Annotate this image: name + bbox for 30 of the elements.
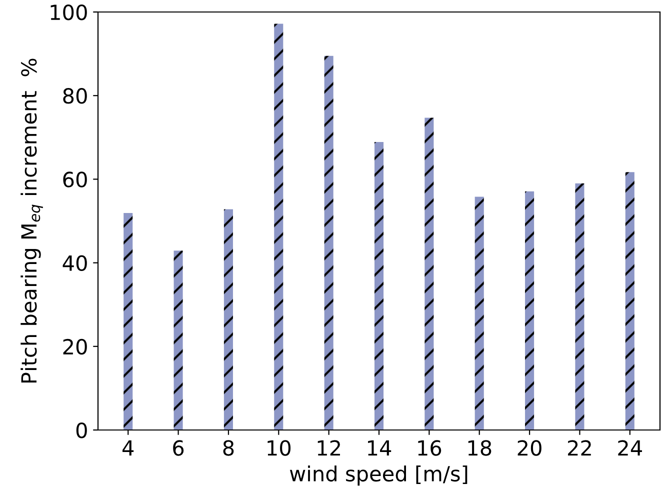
x-tick-label: 6 bbox=[173, 440, 184, 456]
bar bbox=[525, 191, 534, 430]
bar bbox=[324, 56, 334, 430]
y-tick-label: 80 bbox=[63, 88, 87, 104]
bar bbox=[575, 183, 584, 430]
x-tick-label: 8 bbox=[223, 440, 234, 456]
y-tick-label: 40 bbox=[62, 255, 87, 272]
x-axis-title: wind speed [m/s] bbox=[290, 465, 468, 486]
bar bbox=[124, 213, 133, 430]
x-tick-label: 16 bbox=[418, 440, 442, 456]
y-axis-title: Pitch bearing M$_{eq}$ increment % bbox=[20, 58, 43, 382]
x-tick-label: 4 bbox=[122, 440, 134, 456]
x-tick-label: 18 bbox=[468, 440, 492, 456]
x-tick-label: 10 bbox=[268, 440, 291, 456]
bar bbox=[224, 209, 233, 430]
bar bbox=[174, 250, 183, 430]
bar bbox=[374, 142, 384, 430]
y-tick-label: 20 bbox=[63, 338, 87, 355]
y-tick-label: 100 bbox=[50, 4, 87, 20]
bar bbox=[274, 24, 284, 430]
x-tick-label: 12 bbox=[318, 440, 340, 456]
x-tick-label: 24 bbox=[618, 440, 642, 456]
x-tick-label: 20 bbox=[518, 440, 542, 456]
y-tick-label: 60 bbox=[63, 172, 87, 188]
x-tick-label: 14 bbox=[368, 440, 392, 456]
bar bbox=[625, 172, 634, 430]
x-tick-label: 22 bbox=[568, 440, 591, 456]
y-tick-label: 0 bbox=[76, 422, 87, 438]
bar bbox=[424, 118, 434, 430]
bar bbox=[474, 196, 484, 430]
